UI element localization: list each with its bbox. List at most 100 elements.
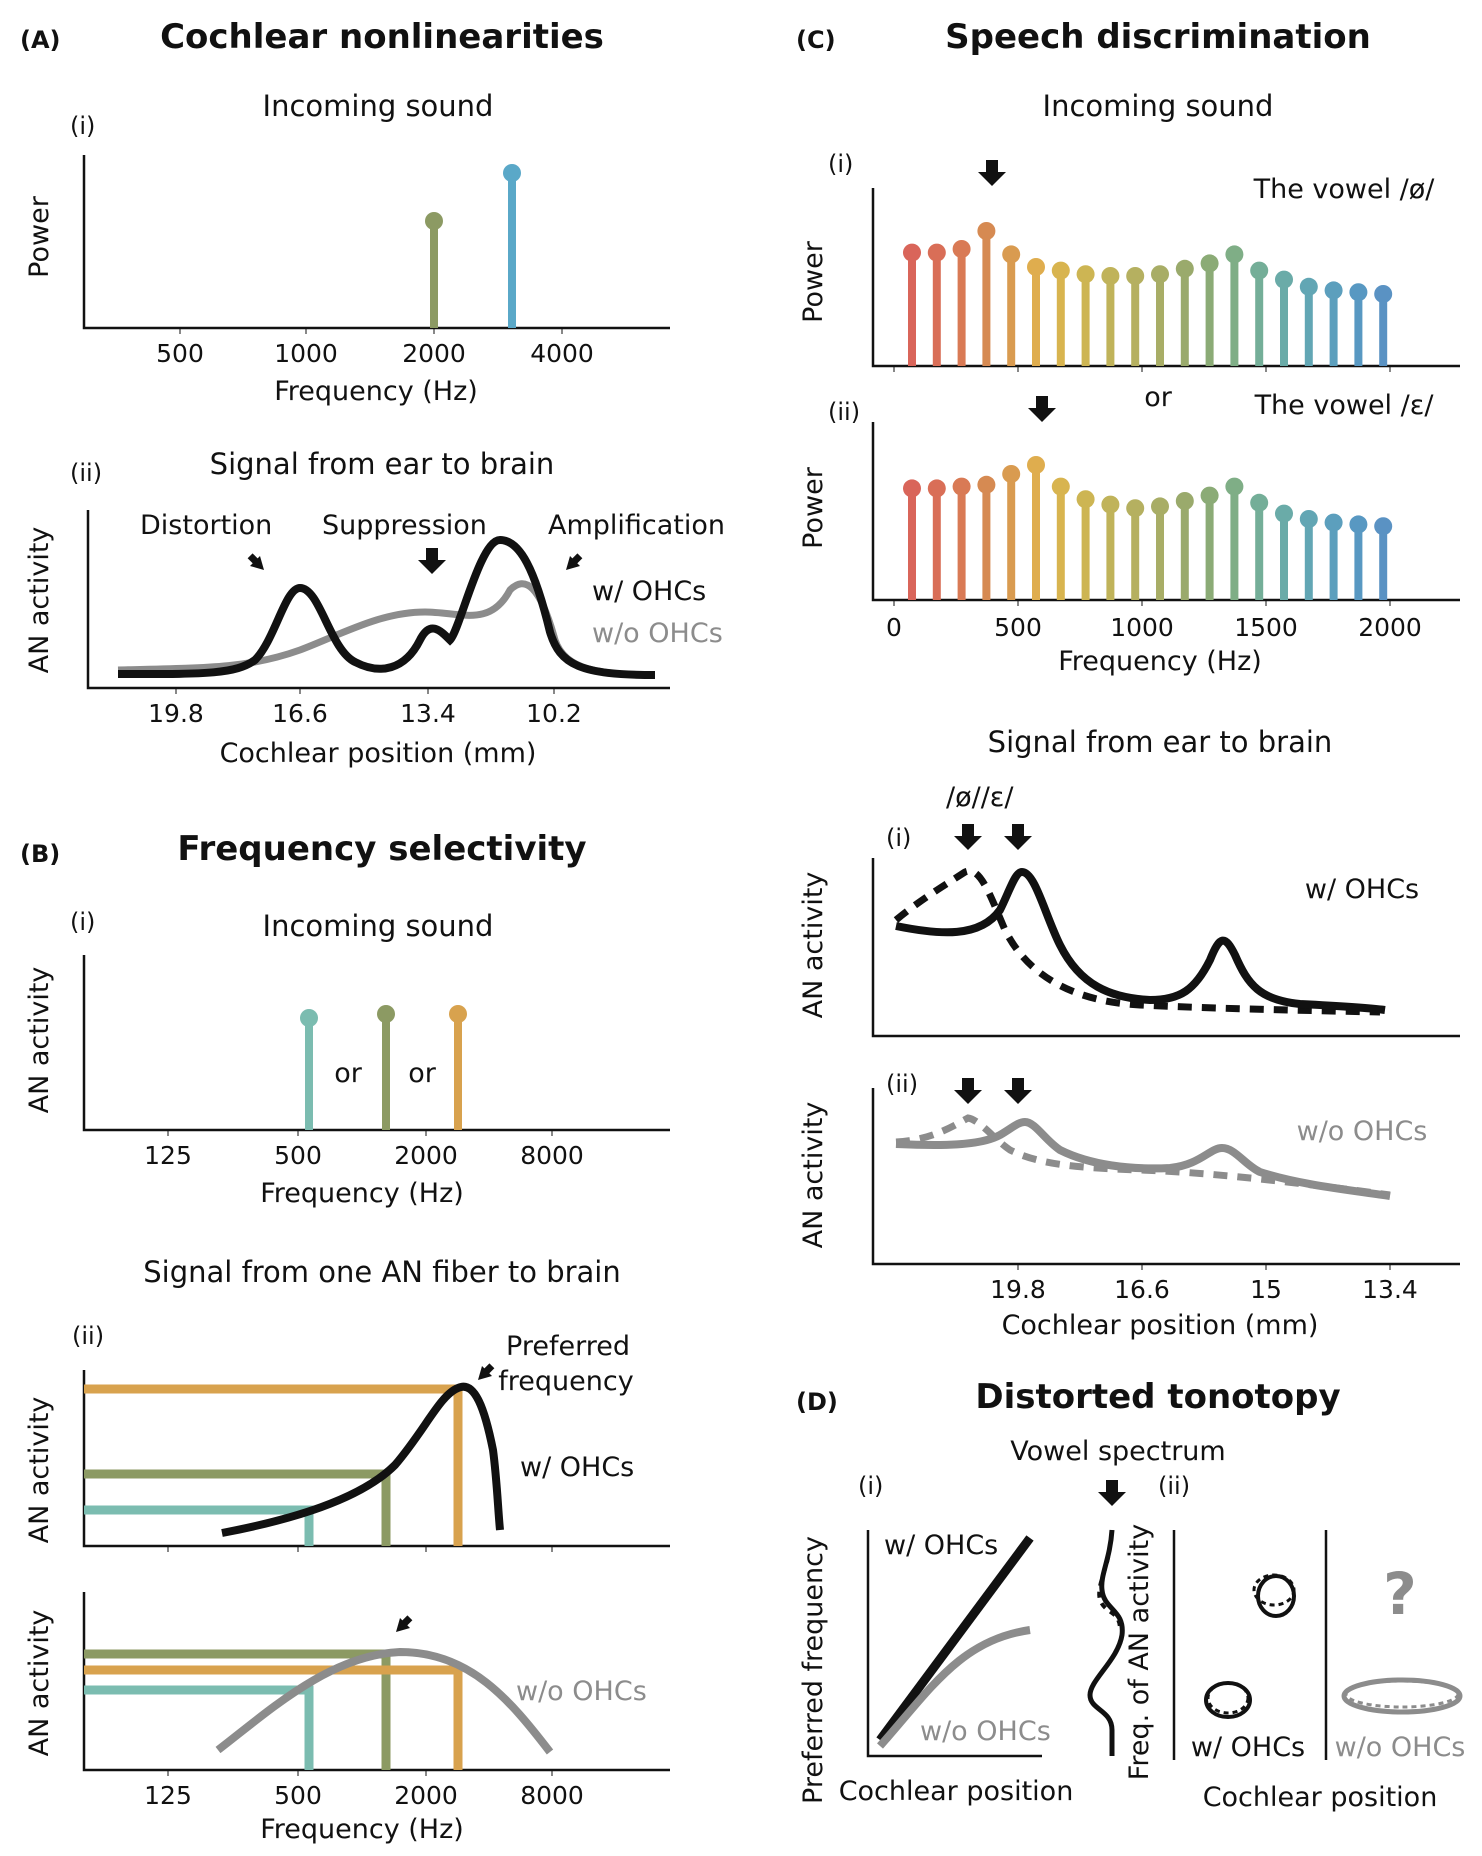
c-sig-i-curve-vowel-2: [895, 867, 1386, 1014]
c-sig-i-curve-vowel-1: [893, 867, 1381, 1016]
c-spec-ii-harmonics: [903, 456, 1393, 600]
c-sig-xtick: 19.8: [990, 1275, 1046, 1304]
b-i-xticks: [167, 1130, 553, 1136]
b-i-label: (i): [70, 908, 95, 936]
panel-a-title: Cochlear nonlinearities: [160, 17, 604, 57]
harmonic-head: [1200, 486, 1219, 505]
c-or-label: or: [1144, 382, 1173, 413]
c-sig-i-ylabel: AN activity: [798, 872, 829, 1019]
d-ii-cluster-with-high-dashed: [1252, 1573, 1296, 1607]
d-ii-cluster-with-low-dashed: [1206, 1681, 1250, 1715]
harmonic-head: [1225, 477, 1244, 496]
b-ii-ylabel-bottom: AN activity: [24, 1610, 55, 1757]
harmonic-head: [1175, 492, 1194, 510]
harmonic-head: [1275, 504, 1293, 523]
d-ii-label-with: w/ OHCs: [1191, 1732, 1305, 1763]
harmonic-head: [1175, 259, 1194, 278]
harmonic-head: [1027, 456, 1045, 474]
harmonic-head: [1374, 285, 1393, 303]
harmonic-head: [977, 222, 996, 240]
c-sig-ii-label-without: w/o OHCs: [1297, 1116, 1428, 1147]
b-i-subtitle: Incoming sound: [263, 909, 494, 943]
c-sig-i-axes: [871, 858, 1460, 1038]
panel-d-title: Distorted tonotopy: [975, 1377, 1340, 1417]
a-i-subtitle: Incoming sound: [263, 89, 494, 123]
b-i-axes: [82, 955, 670, 1132]
b-ii-label-without: w/o OHCs: [516, 1676, 647, 1707]
harmonic-head: [903, 243, 921, 262]
down-arrow-icon: [418, 548, 446, 574]
d-ii-xlabel: Cochlear position: [1203, 1782, 1438, 1813]
c-subtitle-signal: Signal from ear to brain: [988, 725, 1333, 759]
harmonic-head: [1324, 513, 1343, 532]
c-spec-i-ylabel: Power: [798, 240, 829, 323]
down-arrow-icon: [954, 824, 982, 850]
c-sig-ii-label: (ii): [886, 1070, 918, 1098]
b-ii-top-xticks: [167, 1546, 553, 1552]
c-spec-xtick: 1500: [1234, 613, 1298, 642]
diagonal-arrow-icon: [478, 1363, 495, 1380]
d-ii-ylabel: Freq. of AN activity: [1124, 1524, 1155, 1780]
harmonic-head: [1275, 270, 1293, 289]
d-i-xlabel: Cochlear position: [839, 1776, 1074, 1807]
c-sig-xtick: 13.4: [1362, 1275, 1418, 1304]
panel-c-title: Speech discrimination: [945, 17, 1371, 57]
d-ii-label-without: w/o OHCs: [1335, 1732, 1466, 1763]
diagonal-arrow-icon: [566, 553, 583, 570]
a-i-xtick: 1000: [274, 339, 338, 368]
harmonic-head: [1250, 261, 1269, 280]
harmonic-head: [977, 475, 996, 494]
panel-c: (C) Speech discrimination Incoming sound…: [796, 17, 1460, 1341]
a-ii-ylabel: AN activity: [24, 527, 55, 674]
b-i-xtick: 125: [144, 1141, 192, 1170]
c-sig-xtick: 16.6: [1114, 1275, 1170, 1304]
c-spec-i-label: (i): [828, 150, 853, 178]
a-ii-curve-with-ohcs: [117, 535, 656, 679]
c-sig-i-label-with: w/ OHCs: [1305, 874, 1419, 905]
c-spec-xtick: 2000: [1358, 613, 1422, 642]
d-vowel-spectrum-curve: [1087, 1529, 1125, 1756]
panel-b-title: Frequency selectivity: [177, 829, 586, 869]
d-i-ylabel: Preferred frequency: [798, 1536, 829, 1804]
panel-letter-d: (D): [796, 1388, 838, 1416]
c-sig-xlabel: Cochlear position (mm): [1002, 1310, 1319, 1341]
harmonic-head: [1349, 283, 1368, 302]
harmonic-head: [952, 240, 971, 258]
harmonic-head: [927, 479, 946, 498]
harmonic-head: [1200, 254, 1219, 273]
d-ii-cluster-without-dashed: [1344, 1679, 1460, 1709]
d-ii-cluster-with-high: [1256, 1574, 1296, 1618]
harmonic-head: [1101, 267, 1120, 285]
question-mark-icon: ?: [1383, 1560, 1417, 1628]
harmonic-head: [1027, 258, 1045, 276]
b-ii-top-axes: [82, 1370, 670, 1548]
c-spec-xtick: 1000: [1110, 613, 1174, 642]
a-i-axes: [82, 155, 670, 330]
harmonic-head: [952, 477, 971, 496]
b-ii-xtick: 500: [274, 1781, 322, 1810]
harmonic-head: [1349, 515, 1368, 534]
harmonic-head: [1374, 517, 1393, 536]
c-spec-i-harmonics: [903, 222, 1393, 366]
d-i-label-without: w/o OHCs: [920, 1716, 1051, 1747]
c-spec-i-axes: [871, 188, 1460, 368]
c-vowel-1-label: The vowel /ø/: [1253, 174, 1436, 205]
harmonic-head: [1151, 497, 1169, 516]
b-ii-xtick: 8000: [520, 1781, 584, 1810]
a-ii-annotation-suppression: Suppression: [322, 510, 487, 541]
d-ii-cluster-without: [1341, 1677, 1463, 1715]
down-arrow-icon: [1004, 1078, 1032, 1104]
a-i-stem-blue: [503, 164, 521, 328]
d-ii-label: (ii): [1158, 1472, 1190, 1500]
d-i-label: (i): [858, 1472, 883, 1500]
harmonic-head: [927, 243, 946, 262]
a-i-xticks: [179, 328, 563, 334]
a-ii-subtitle: Signal from ear to brain: [210, 447, 555, 481]
harmonic-head: [1151, 265, 1169, 284]
c-sig-ii-axes: [871, 1088, 1460, 1266]
harmonic-head: [1101, 495, 1120, 514]
harmonic-head: [1002, 245, 1021, 264]
c-spec-ii-xticks: [893, 600, 1391, 606]
b-i-xtick: 500: [274, 1141, 322, 1170]
harmonic-head: [1250, 493, 1269, 512]
